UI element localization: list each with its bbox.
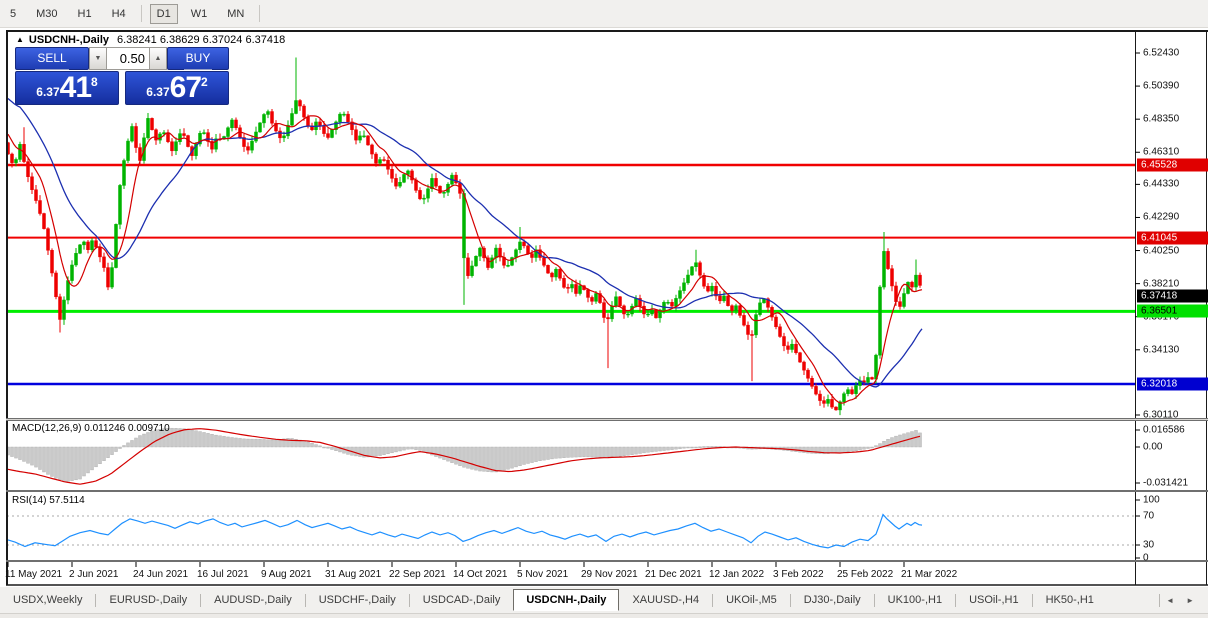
timeframe-w1[interactable]: W1 [190, 7, 208, 20]
tab-uk100-h1[interactable]: UK100-,H1 [887, 594, 943, 606]
date-label: 14 Oct 2021 [453, 569, 508, 580]
timeframe-m30[interactable]: M30 [36, 7, 58, 20]
price-tick-label: 6.42290 [1143, 211, 1180, 223]
toolbar-separator [259, 5, 261, 22]
macd-axis-label: 0.00 [1143, 441, 1163, 453]
status-strip [0, 613, 1208, 618]
price-tick-label: 6.34130 [1143, 344, 1180, 356]
buy-price-prefix: 6.37 [146, 85, 170, 99]
price-tick-label: 6.46310 [1143, 146, 1180, 158]
date-label: 24 Jun 2021 [133, 569, 189, 580]
volume-decrease-button[interactable]: ▼ [89, 47, 107, 70]
tab-separator [1159, 593, 1161, 607]
date-label: 21 Mar 2022 [901, 569, 958, 580]
chart-symbol-title: USDCNH-,Daily [28, 34, 109, 46]
tabs-scroll-left-button[interactable]: ◄ [1166, 595, 1175, 605]
tab-usdx-weekly[interactable]: USDX,Weekly [13, 594, 83, 606]
date-label: 29 Nov 2021 [581, 569, 638, 580]
date-label: 21 Dec 2021 [645, 569, 702, 580]
tab-usdcad-daily[interactable]: USDCAD-,Daily [422, 594, 501, 606]
rsi-axis-label: 100 [1143, 494, 1160, 506]
buy-price-box[interactable]: 6.37 67 2 [125, 71, 229, 105]
volume-input[interactable]: 0.50 [107, 47, 149, 70]
buy-button[interactable]: BUY [167, 47, 229, 70]
tab-separator [408, 593, 410, 607]
current-price-badge: 6.37418 [1137, 289, 1208, 303]
chart-title-bar: ▲ USDCNH-,Daily 6.38241 6.38629 6.37024 6.… [16, 34, 285, 46]
macd-indicator-label: MACD(12,26,9) 0.011246 0.009710 [12, 423, 170, 434]
one-click-trade-panel: SELL ▼ 0.50 ▲ BUY 6.37 41 8 6.37 67 2 [15, 47, 229, 105]
sell-price-sup: 8 [91, 75, 98, 89]
buy-price-sup: 2 [201, 75, 208, 89]
sell-price-prefix: 6.37 [36, 85, 60, 99]
chart-ohlc-values: 6.38241 6.38629 6.37024 6.37418 [117, 34, 286, 46]
timeframe-toolbar: 5 M30 H1 H4 D1 W1 MN [0, 0, 1208, 28]
macd-axis-label: -0.031421 [1143, 477, 1189, 489]
level-price-badge: 6.41045 [1137, 231, 1208, 245]
level-price-badge: 6.36501 [1137, 304, 1208, 318]
rsi-axis-label: 70 [1143, 510, 1155, 522]
collapse-chart-icon[interactable]: ▲ [16, 35, 24, 44]
macd-axis-label: 0.016586 [1143, 424, 1185, 436]
tab-dj30-daily[interactable]: DJ30-,Daily [803, 594, 861, 606]
sell-button[interactable]: SELL [15, 47, 89, 70]
tab-usdcnh-daily[interactable]: USDCNH-,Daily [513, 589, 620, 611]
buy-price-big: 67 [169, 71, 202, 104]
chart-tab-bar: USDX,Weekly EURUSD-,Daily AUDUSD-,Daily USD… [0, 587, 1208, 613]
price-tick-label: 6.50390 [1143, 80, 1180, 92]
date-label: 9 Aug 2021 [261, 569, 312, 580]
price-tick-label: 6.52430 [1143, 47, 1180, 59]
date-label: 16 Jul 2021 [197, 569, 249, 580]
date-label: 5 Nov 2021 [517, 569, 569, 580]
date-label: 25 Feb 2022 [837, 569, 894, 580]
tab-ukoil-m5[interactable]: UKOil-,M5 [726, 594, 777, 606]
timeframe-d1[interactable]: D1 [149, 3, 178, 24]
rsi-axis-label: 0 [1143, 552, 1149, 564]
sell-price-box[interactable]: 6.37 41 8 [15, 71, 119, 105]
tab-separator [95, 593, 97, 607]
timeframe-h1[interactable]: H1 [77, 7, 92, 20]
date-label: 22 Sep 2021 [389, 569, 446, 580]
tab-separator [304, 593, 306, 607]
tab-separator [789, 593, 791, 607]
price-tick-label: 6.48350 [1143, 113, 1180, 125]
date-label: 3 Feb 2022 [773, 569, 824, 580]
price-tick-label: 6.38210 [1143, 278, 1180, 290]
date-label: 31 Aug 2021 [325, 569, 382, 580]
price-tick-label: 6.40250 [1143, 245, 1180, 257]
toolbar-separator [140, 5, 142, 22]
tab-usoil-h1[interactable]: USOil-,H1 [969, 594, 1019, 606]
tab-hk50-h1[interactable]: HK50-,H1 [1045, 594, 1094, 606]
chevron-up-icon: ▲ [154, 55, 162, 62]
rsi-indicator-label: RSI(14) 57.5114 [12, 495, 85, 506]
sell-price-big: 41 [59, 71, 92, 104]
price-tick-label: 6.44330 [1143, 178, 1180, 190]
tab-separator [712, 593, 714, 607]
timeframe-mn[interactable]: MN [227, 7, 245, 20]
date-label: 2 Jun 2021 [69, 569, 119, 580]
tab-eurusd-daily[interactable]: EURUSD-,Daily [109, 594, 188, 606]
tab-audusd-daily[interactable]: AUDUSD-,Daily [214, 594, 292, 606]
tab-usdchf-daily[interactable]: USDCHF-,Daily [318, 594, 396, 606]
level-price-badge: 6.32018 [1137, 377, 1208, 391]
tab-separator [873, 593, 875, 607]
timeframe-5[interactable]: 5 [10, 7, 17, 20]
rsi-axis-label: 30 [1143, 539, 1155, 551]
timeframe-h4[interactable]: H4 [111, 7, 126, 20]
tab-separator [1031, 593, 1033, 607]
volume-stepper: ▼ 0.50 ▲ [89, 47, 167, 70]
level-price-badge: 6.45528 [1137, 158, 1208, 172]
tab-xauusd-h4[interactable]: XAUUSD-,H4 [632, 594, 700, 606]
chevron-down-icon: ▼ [94, 55, 102, 62]
price-tick-label: 6.30110 [1143, 409, 1179, 421]
volume-increase-button[interactable]: ▲ [149, 47, 167, 70]
tab-separator [955, 593, 957, 607]
tab-separator [200, 593, 202, 607]
tabs-scroll-right-button[interactable]: ► [1186, 595, 1194, 605]
date-label: 11 May 2021 [5, 569, 63, 580]
date-label: 12 Jan 2022 [709, 569, 765, 580]
